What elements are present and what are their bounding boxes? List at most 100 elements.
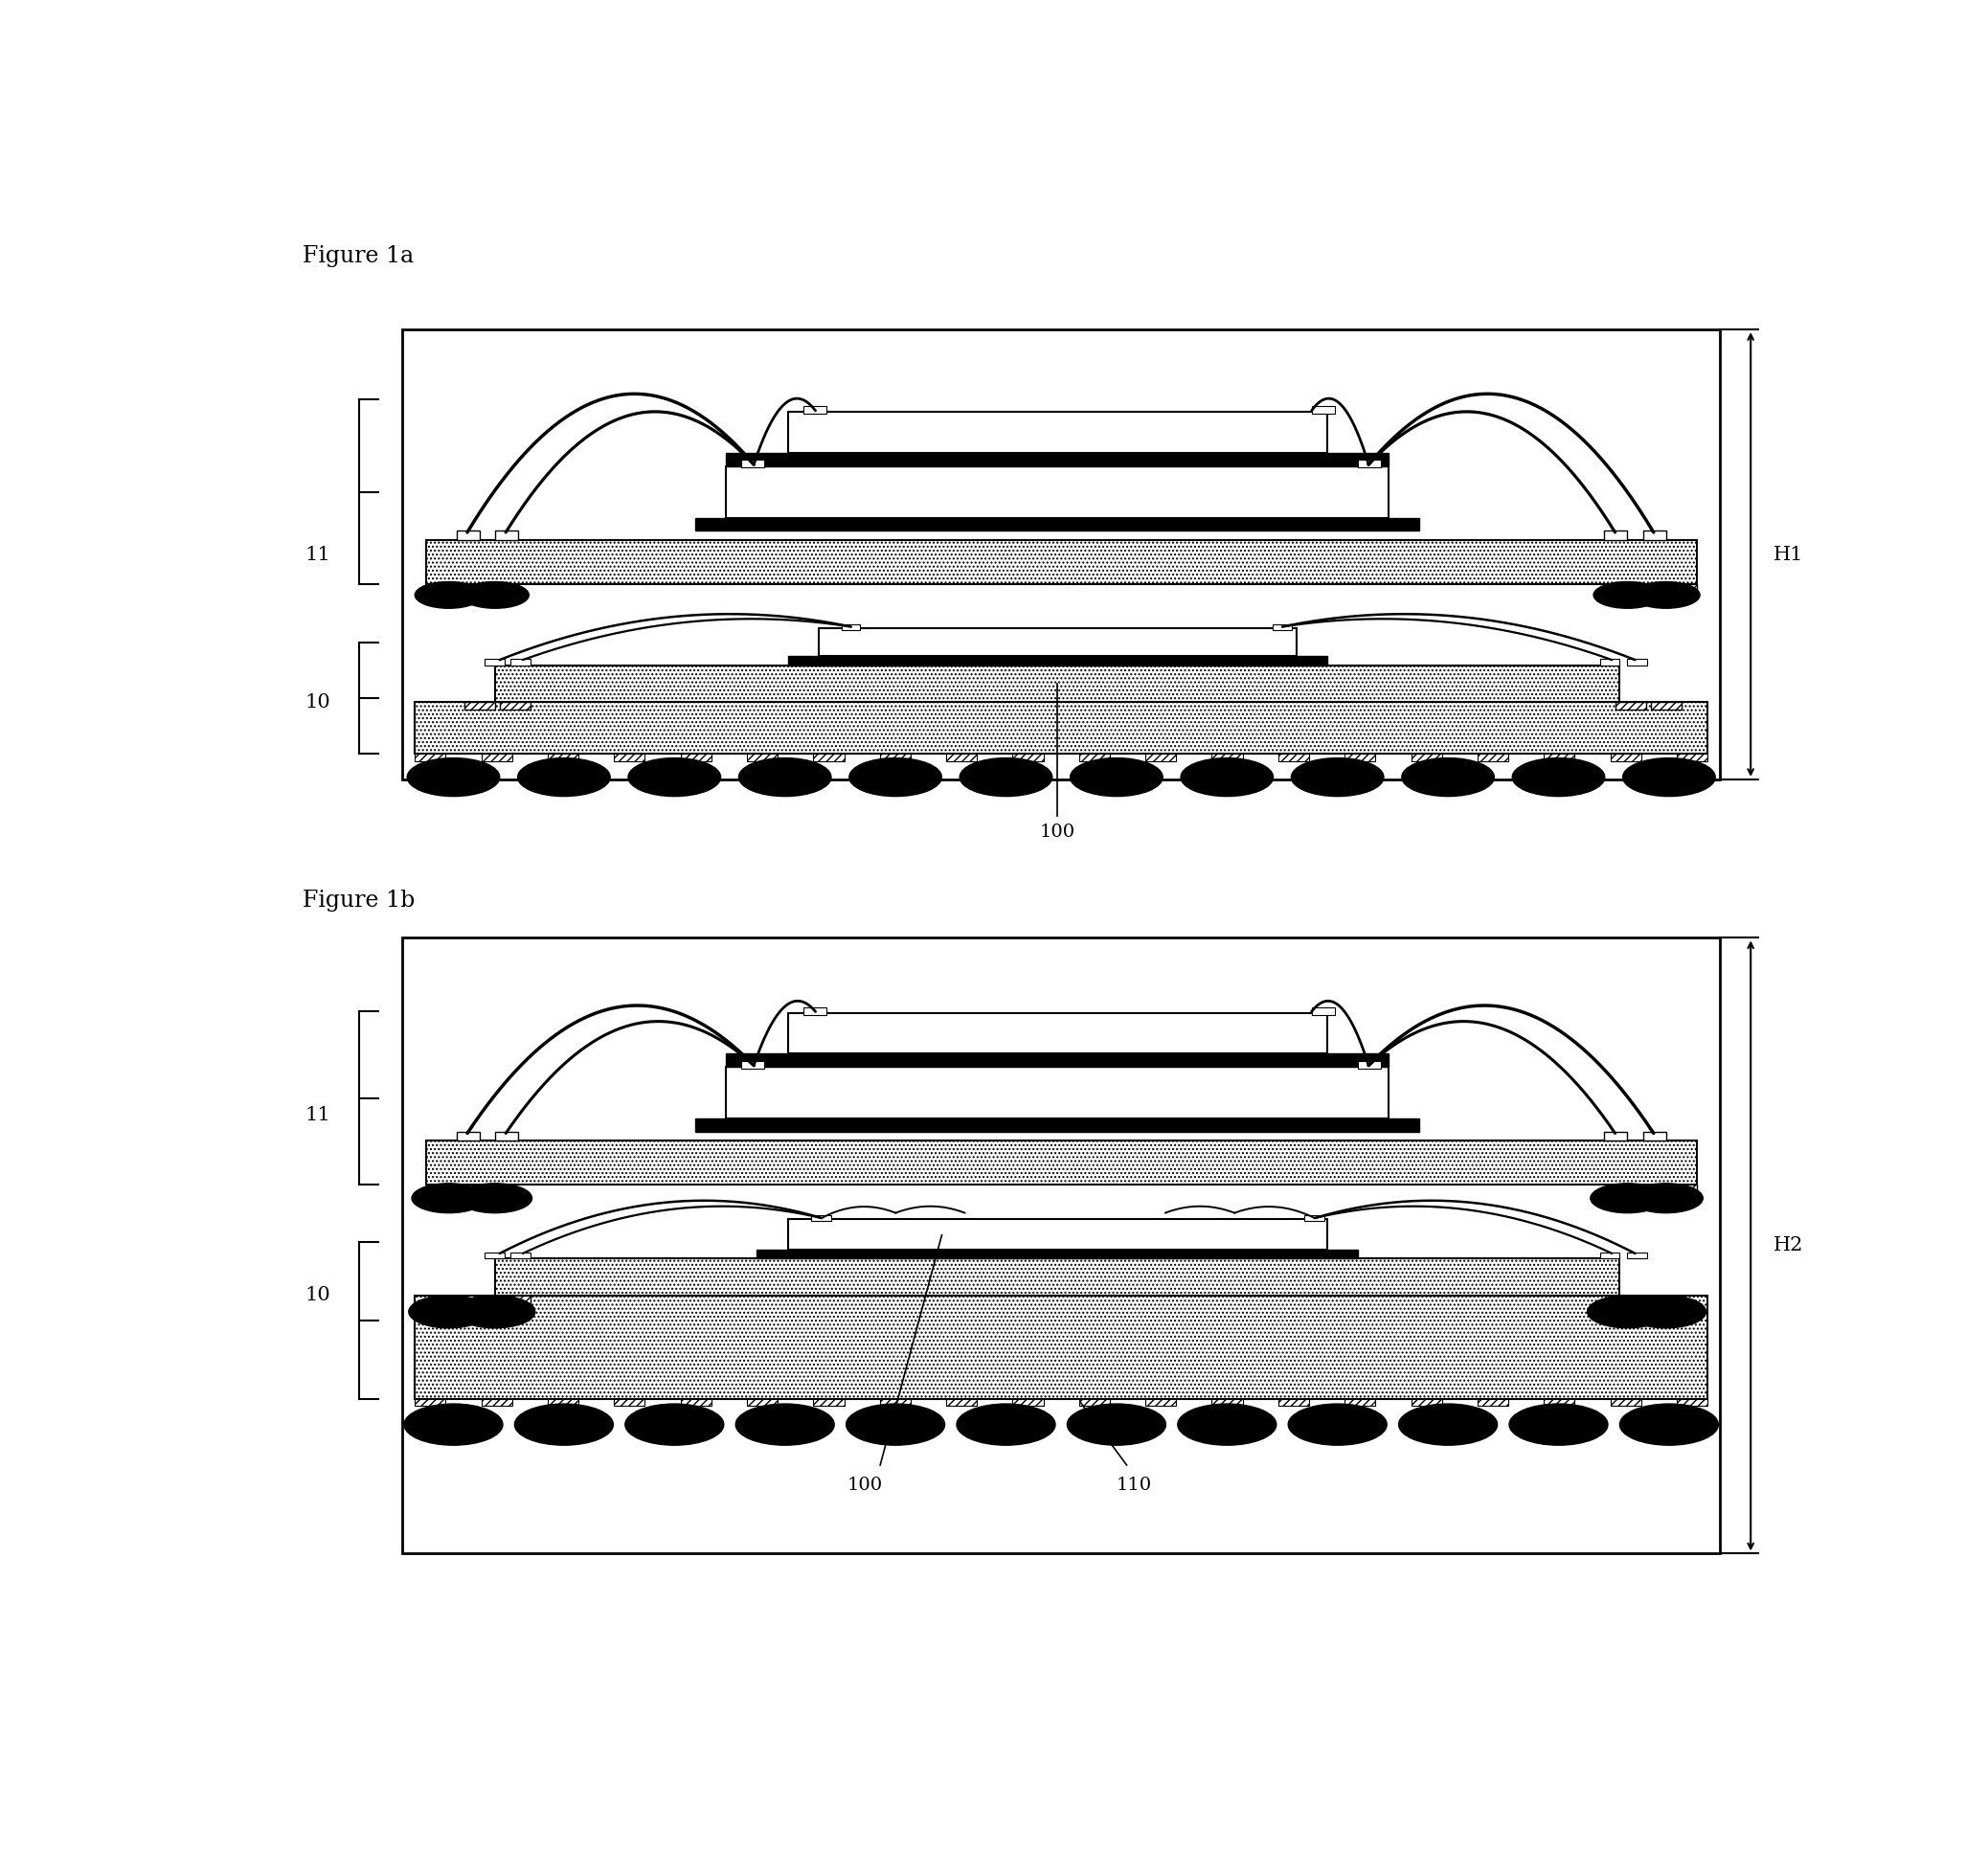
Ellipse shape: [457, 1182, 533, 1212]
Bar: [481, 753, 513, 761]
Bar: [425, 540, 1698, 585]
Bar: [402, 937, 1720, 1554]
Bar: [1213, 753, 1242, 761]
Bar: [1312, 1006, 1334, 1014]
Ellipse shape: [1626, 1295, 1706, 1329]
Bar: [511, 660, 531, 665]
Bar: [881, 753, 911, 761]
Ellipse shape: [1292, 757, 1384, 796]
Ellipse shape: [628, 757, 722, 796]
Ellipse shape: [956, 1404, 1056, 1445]
Bar: [457, 1132, 479, 1141]
Bar: [742, 461, 765, 467]
Bar: [415, 703, 1708, 753]
Bar: [1642, 530, 1666, 540]
Text: 100: 100: [847, 1477, 883, 1494]
Bar: [813, 753, 845, 761]
Bar: [1612, 585, 1650, 592]
Bar: [1650, 703, 1682, 710]
Ellipse shape: [740, 757, 831, 796]
Bar: [495, 665, 1620, 703]
Ellipse shape: [408, 757, 499, 796]
Ellipse shape: [415, 581, 483, 609]
Text: 10: 10: [304, 693, 330, 710]
Ellipse shape: [1513, 757, 1604, 796]
Ellipse shape: [1181, 757, 1272, 796]
Bar: [425, 1141, 1698, 1184]
Bar: [471, 585, 511, 592]
Text: 11: 11: [304, 545, 330, 564]
Ellipse shape: [1400, 1404, 1497, 1445]
Ellipse shape: [1632, 581, 1700, 609]
Bar: [1272, 624, 1292, 630]
Bar: [402, 330, 1720, 780]
Ellipse shape: [1288, 1404, 1388, 1445]
Bar: [1079, 1398, 1109, 1406]
Bar: [747, 1398, 777, 1406]
Ellipse shape: [1622, 757, 1716, 796]
Bar: [1604, 530, 1628, 540]
Bar: [811, 1214, 831, 1222]
Bar: [481, 1398, 513, 1406]
Bar: [463, 703, 495, 710]
Bar: [495, 1132, 519, 1141]
Ellipse shape: [849, 757, 942, 796]
Ellipse shape: [517, 757, 610, 796]
Bar: [425, 1184, 465, 1194]
Ellipse shape: [624, 1404, 724, 1445]
Ellipse shape: [515, 1404, 612, 1445]
Ellipse shape: [455, 1295, 535, 1329]
Bar: [1610, 753, 1642, 761]
Bar: [726, 1053, 1390, 1066]
Bar: [841, 624, 861, 630]
Bar: [803, 407, 827, 414]
Ellipse shape: [1594, 581, 1662, 609]
Bar: [425, 585, 465, 592]
Bar: [511, 1252, 531, 1259]
Text: 10: 10: [304, 1286, 330, 1304]
Bar: [946, 753, 976, 761]
Ellipse shape: [960, 757, 1052, 796]
Bar: [614, 1398, 644, 1406]
Ellipse shape: [1402, 757, 1495, 796]
Bar: [463, 1295, 495, 1302]
Bar: [726, 454, 1390, 467]
Text: 11: 11: [304, 1106, 330, 1124]
Ellipse shape: [1070, 757, 1163, 796]
Ellipse shape: [1177, 1404, 1276, 1445]
Bar: [1628, 1252, 1648, 1259]
Bar: [1079, 753, 1109, 761]
Bar: [696, 517, 1419, 530]
Bar: [1545, 753, 1574, 761]
Bar: [1278, 753, 1308, 761]
Bar: [1344, 1398, 1376, 1406]
Bar: [946, 1398, 976, 1406]
Text: Figure 1b: Figure 1b: [302, 890, 415, 913]
Ellipse shape: [847, 1404, 944, 1445]
Ellipse shape: [1628, 1182, 1704, 1212]
Ellipse shape: [1590, 1182, 1664, 1212]
Bar: [1604, 1132, 1628, 1141]
Ellipse shape: [1068, 1404, 1165, 1445]
Bar: [495, 1259, 1620, 1295]
Text: Figure 1a: Figure 1a: [302, 245, 414, 266]
Bar: [415, 1295, 1708, 1398]
Bar: [1145, 1398, 1177, 1406]
Ellipse shape: [412, 1182, 485, 1212]
Bar: [1614, 1295, 1646, 1302]
Bar: [787, 656, 1328, 665]
Bar: [787, 1218, 1328, 1250]
Ellipse shape: [410, 1295, 489, 1329]
Bar: [1545, 1398, 1574, 1406]
Bar: [415, 753, 445, 761]
Bar: [1358, 1061, 1382, 1068]
Bar: [495, 530, 519, 540]
Ellipse shape: [1620, 1404, 1718, 1445]
Bar: [726, 467, 1390, 517]
Bar: [1676, 753, 1708, 761]
Bar: [1477, 1398, 1509, 1406]
Bar: [549, 1398, 579, 1406]
Text: 110: 110: [1117, 1477, 1153, 1494]
Bar: [1312, 407, 1334, 414]
Bar: [813, 1398, 845, 1406]
